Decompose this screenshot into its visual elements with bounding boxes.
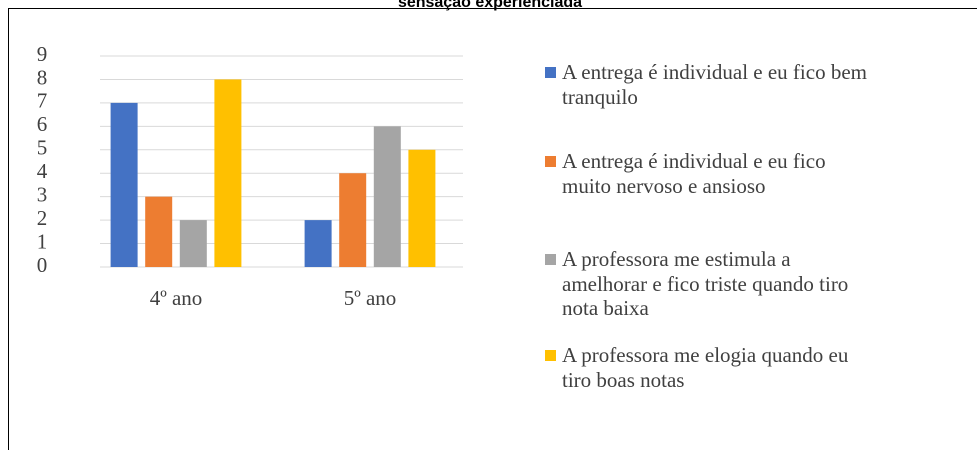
legend-swatch [545,350,556,361]
y-tick-label: 3 [37,182,48,206]
legend-item: A professora me estimula a amelhorar e f… [545,247,875,321]
frame [8,8,977,450]
legend-swatch [545,156,556,167]
y-tick-label: 1 [37,229,48,253]
bar [408,149,436,267]
legend-label: A professora me elogia quando eu tiro bo… [562,343,849,392]
legend-label: A entrega é individual e eu fico muito n… [562,149,826,198]
legend-label: A professora me estimula a amelhorar e f… [562,247,849,320]
bar [110,102,138,267]
y-tick-label: 8 [37,65,48,89]
y-tick-label: 6 [37,112,48,136]
legend-swatch [545,67,556,78]
x-tick-label: 5º ano [344,286,397,310]
bar [145,196,173,267]
y-tick-label: 0 [37,253,48,277]
y-tick-label: 2 [37,206,48,230]
bar [179,220,207,267]
legend-label: A entrega é individual e eu fico bem tra… [562,60,867,109]
bar [214,79,242,267]
legend-swatch [545,254,556,265]
bar [373,126,401,267]
x-tick-label: 4º ano [150,286,203,310]
y-tick-label: 7 [37,89,48,113]
legend-item: A entrega é individual e eu fico bem tra… [545,60,875,109]
bar [339,173,367,267]
bar [304,220,332,267]
legend-item: A professora me elogia quando eu tiro bo… [545,343,875,392]
y-tick-label: 5 [37,136,48,160]
y-tick-label: 9 [37,42,48,66]
y-tick-label: 4 [37,159,48,183]
chart-title: sensação experienciada [398,0,582,11]
legend-item: A entrega é individual e eu fico muito n… [545,149,875,198]
